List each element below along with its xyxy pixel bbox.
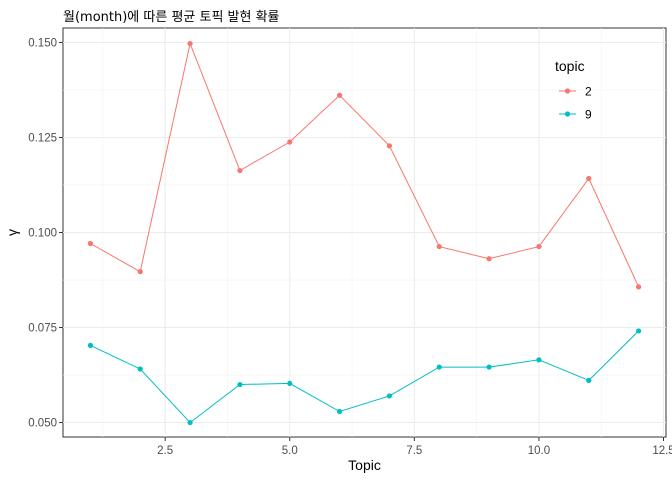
legend-key-point-2 [564,88,571,94]
data-point-2 [386,143,393,149]
data-point-9 [237,381,243,388]
data-point-2 [635,284,642,290]
legend-label-2: 2 [585,85,592,99]
data-point-9 [187,419,193,426]
data-point-2 [536,243,542,250]
data-point-9 [87,342,94,348]
legend-title: topic [555,58,585,74]
data-point-9 [137,366,143,372]
legend-key-point-9 [564,111,571,117]
x-tick-label: 12.5 [652,445,672,457]
data-point-9 [336,408,343,415]
y-tick-label: 0.075 [28,323,57,335]
data-point-9 [486,364,492,370]
axis-ticks: 2.5 5.0 7.5 10.0 12.5 0.050 0.075 0.100 0.125 0.1… [28,37,672,457]
x-axis-title: Topic [348,457,381,473]
data-point-9 [436,364,442,370]
legend: topic 2 9 [555,58,592,122]
legend-label-9: 9 [585,108,592,122]
series-line-9 [90,330,639,424]
data-point-2 [187,40,193,47]
series-line-2 [90,41,640,288]
x-tick-label: 2.5 [157,445,173,457]
data-point-2 [486,256,492,262]
data-point-2 [336,92,343,98]
x-tick-label: 10.0 [528,445,550,457]
x-tick-label: 5.0 [282,445,298,457]
data-point-9 [586,377,592,383]
y-tick-label: 0.100 [28,228,57,240]
data-point-9 [386,393,393,399]
data-point-2 [436,243,442,250]
data-point-2 [87,240,94,247]
y-tick-label: 0.125 [28,132,57,144]
data-point-2 [586,175,592,182]
y-tick-label: 0.150 [28,37,57,49]
data-point-9 [536,357,542,363]
series-layer [87,40,642,426]
data-point-2 [137,269,143,275]
data-point-2 [237,167,243,174]
y-tick-label: 0.050 [28,418,57,430]
chart-title: 월(month)에 따른 평균 토픽 발현 확률 [63,10,280,25]
grid-lines [63,28,666,437]
data-point-9 [287,380,293,387]
data-point-2 [287,139,293,145]
x-tick-label: 7.5 [406,445,422,457]
data-point-9 [635,328,642,334]
y-axis-title: γ [4,229,20,236]
